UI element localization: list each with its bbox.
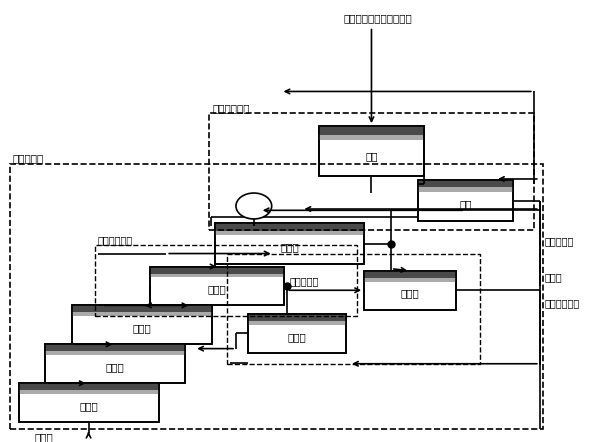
Text: 第一循环回路: 第一循环回路 (544, 298, 580, 308)
Bar (248, 321, 346, 325)
Bar (19, 390, 159, 394)
Bar (364, 271, 456, 310)
Bar (10, 164, 543, 430)
Bar (248, 314, 346, 353)
Bar (215, 223, 364, 264)
Bar (418, 180, 513, 221)
Text: 精二扫: 精二扫 (288, 332, 306, 342)
Bar (150, 267, 284, 274)
Text: 精选四: 精选四 (106, 362, 125, 372)
Text: 第二循环回路: 第二循环回路 (98, 236, 133, 246)
Text: 精选一: 精选一 (280, 242, 299, 252)
Bar (248, 314, 346, 353)
Text: 第二重构点: 第二重构点 (290, 277, 319, 286)
Bar (215, 231, 364, 235)
Bar (19, 383, 159, 422)
Bar (72, 305, 212, 344)
Bar (319, 126, 424, 135)
Bar (418, 180, 513, 221)
Bar (319, 126, 424, 176)
Bar (227, 254, 480, 364)
Bar (72, 305, 212, 344)
Text: 铜钼混合精矿（脱药后）: 铜钼混合精矿（脱药后） (343, 13, 412, 23)
Bar (248, 314, 346, 321)
Text: 铜精矿: 铜精矿 (544, 272, 562, 282)
Bar (45, 351, 185, 355)
Bar (209, 113, 534, 230)
Bar (95, 245, 357, 316)
Bar (150, 274, 284, 278)
Circle shape (236, 193, 272, 219)
Bar (215, 223, 364, 231)
Text: 扫选: 扫选 (459, 199, 472, 209)
Bar (364, 271, 456, 310)
Bar (72, 305, 212, 312)
Text: 精选三: 精选三 (133, 323, 152, 333)
Bar (72, 312, 212, 316)
Bar (418, 187, 513, 191)
Bar (150, 267, 284, 305)
Text: 钼精矿: 钼精矿 (35, 432, 54, 442)
Bar (45, 344, 185, 383)
Text: 精选五: 精选五 (79, 401, 98, 411)
Text: 粗选: 粗选 (365, 151, 378, 161)
Bar (45, 344, 185, 351)
Bar (319, 135, 424, 140)
Bar (364, 278, 456, 282)
Text: 精一扫: 精一扫 (401, 289, 420, 298)
Bar (150, 267, 284, 305)
Bar (19, 383, 159, 390)
Bar (19, 383, 159, 422)
Text: 钼精选阶段: 钼精选阶段 (13, 153, 44, 164)
Bar (215, 223, 364, 264)
Text: 钼预富集阶段: 钼预富集阶段 (212, 103, 250, 113)
Bar (45, 344, 185, 383)
Bar (319, 126, 424, 176)
Text: 第一重构点: 第一重构点 (544, 236, 574, 247)
Bar (364, 271, 456, 278)
Bar (418, 180, 513, 187)
Text: 精选二: 精选二 (207, 284, 226, 294)
